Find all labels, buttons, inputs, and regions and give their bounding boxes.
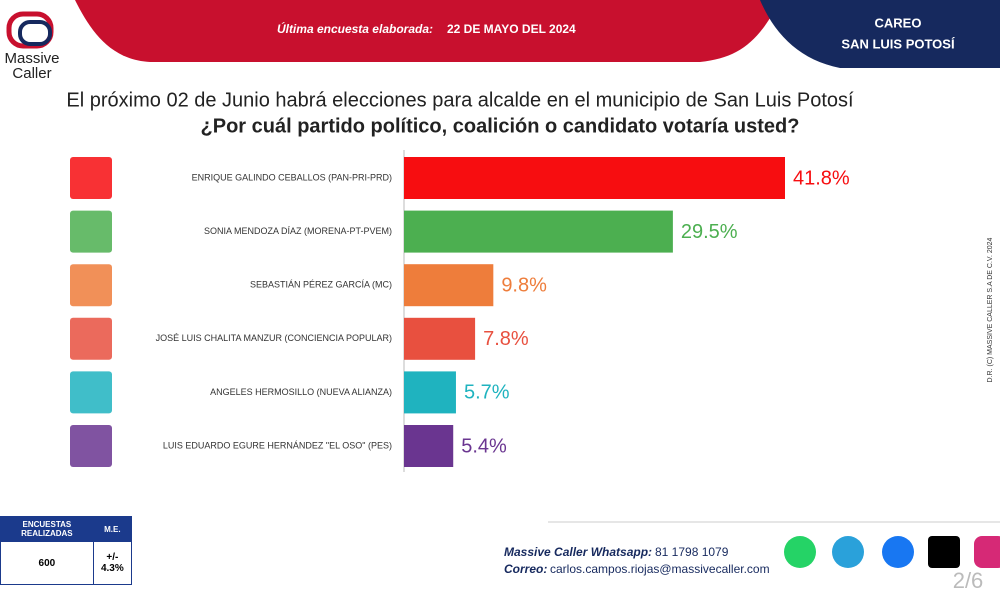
- value-label: 5.7%: [464, 382, 510, 404]
- value-label: 7.8%: [483, 328, 529, 350]
- chart-subtitle: ¿Por cuál partido político, coalición o …: [201, 115, 800, 137]
- bar: [404, 425, 454, 467]
- category-label: SEBASTIÁN PÉREZ GARCÍA (MC): [250, 280, 392, 290]
- logo-icon: [18, 20, 52, 46]
- region-title: CAREO: [875, 15, 922, 30]
- survey-table: ENCUESTAS REALIZADAS M.E. 600 +/- 4.3%: [0, 516, 133, 585]
- x-icon[interactable]: [928, 536, 960, 568]
- copyright: D.R. (C) MASSIVE CALLER S.A DE C.V. 2024: [987, 237, 994, 382]
- value-label: 9.8%: [501, 274, 547, 296]
- party-logo: [70, 157, 112, 199]
- bar: [404, 371, 456, 414]
- bar: [404, 210, 673, 253]
- page-number: 2/6: [953, 568, 984, 593]
- bar: [404, 317, 476, 360]
- party-logo: [70, 317, 112, 360]
- party-logo: [70, 210, 112, 253]
- header-date: 22 DE MAYO DEL 2024: [447, 22, 576, 36]
- whatsapp-icon[interactable]: [784, 536, 816, 568]
- party-logo: [70, 371, 112, 414]
- logo-text: Massive: [4, 50, 59, 67]
- facebook-icon[interactable]: [882, 536, 914, 568]
- category-label: JOSÉ LUIS CHALITA MANZUR (CONCIENCIA POP…: [156, 333, 392, 343]
- region: SAN LUIS POTOSÍ: [841, 36, 955, 51]
- logo-text: Caller: [12, 65, 51, 82]
- bar: [404, 264, 494, 307]
- email-label: Correo:: [504, 562, 547, 576]
- table-cell: +/- 4.3%: [92, 541, 133, 585]
- header-label: Última encuesta elaborada:: [277, 21, 433, 36]
- party-logo: [70, 425, 112, 467]
- category-label: ENRIQUE GALINDO CEBALLOS (PAN-PRI-PRD): [192, 172, 392, 182]
- telegram-icon[interactable]: [832, 536, 864, 568]
- email: carlos.campos.riojas@massivecaller.com: [550, 562, 770, 576]
- header-region-bg: [760, 0, 1000, 68]
- chart-title: El próximo 02 de Junio habrá elecciones …: [66, 89, 854, 111]
- value-label: 29.5%: [681, 221, 738, 243]
- value-label: 41.8%: [793, 167, 850, 189]
- bar: [404, 157, 785, 199]
- category-label: LUIS EDUARDO EGURE HERNÁNDEZ "EL OSO" (P…: [163, 440, 392, 450]
- whatsapp-label: Massive Caller Whatsapp:: [504, 545, 652, 559]
- category-label: ANGELES HERMOSILLO (NUEVA ALIANZA): [210, 387, 392, 397]
- category-label: SONIA MENDOZA DÍAZ (MORENA-PT-PVEM): [204, 226, 392, 236]
- header-banner: [75, 0, 780, 62]
- value-label: 5.4%: [461, 435, 507, 457]
- table-header: M.E.: [92, 516, 133, 542]
- party-logo: [70, 264, 112, 307]
- whatsapp: 81 1798 1079: [655, 545, 729, 559]
- instagram-icon[interactable]: [974, 536, 1000, 568]
- table-cell: 600: [0, 541, 94, 585]
- table-header: ENCUESTAS REALIZADAS: [0, 516, 94, 542]
